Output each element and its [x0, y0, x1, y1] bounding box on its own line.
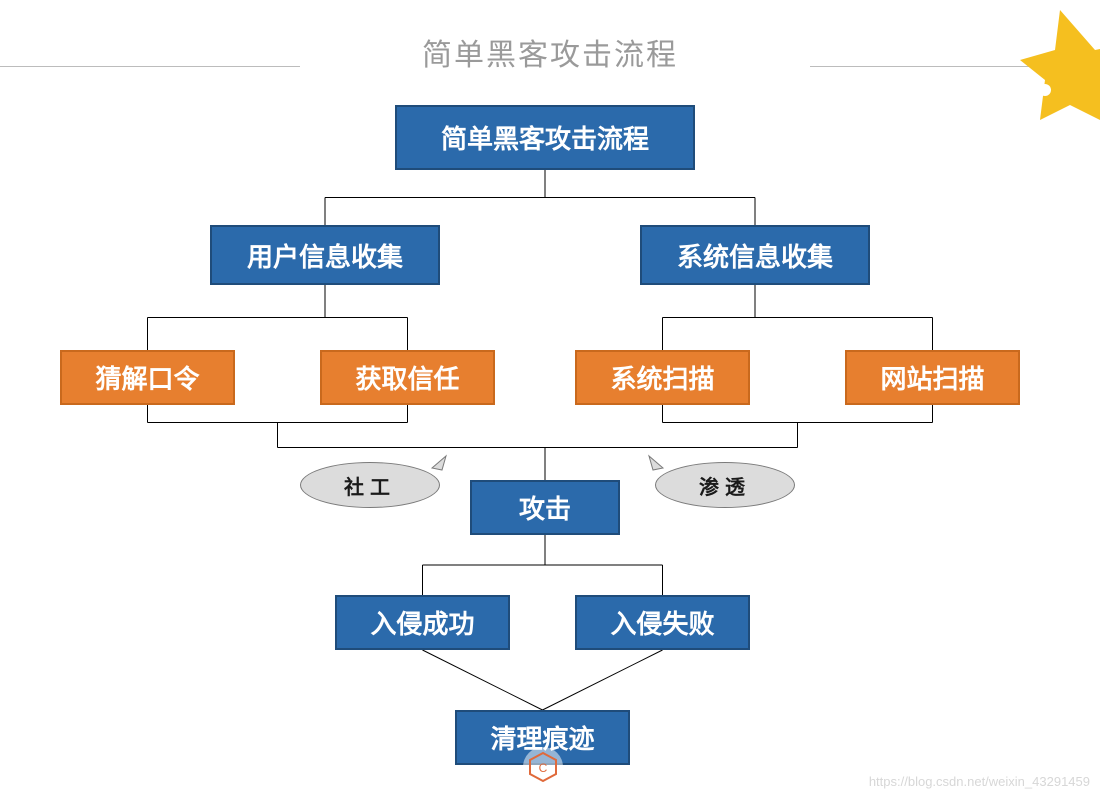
node-label: 入侵失败	[610, 604, 714, 641]
diagram-title: 简单黑客攻击流程	[0, 30, 1100, 74]
node-label: 系统信息收集	[677, 237, 833, 274]
node-intrusion-fail: 入侵失败	[575, 595, 750, 650]
node-get-trust: 获取信任	[320, 350, 495, 405]
node-label: 攻击	[519, 489, 571, 526]
csdn-badge-icon: C	[523, 747, 563, 787]
node-sys-info: 系统信息收集	[640, 225, 870, 285]
node-system-scan: 系统扫描	[575, 350, 750, 405]
node-label: 简单黑客攻击流程	[441, 119, 649, 156]
bubble-social-engineering: 社工	[300, 462, 440, 508]
node-label: 获取信任	[355, 359, 459, 396]
node-root: 简单黑客攻击流程	[395, 105, 695, 170]
watermark-text: https://blog.csdn.net/weixin_43291459	[869, 774, 1090, 789]
corner-decoration	[1000, 10, 1100, 130]
bubble-label: 社工	[344, 471, 396, 500]
node-user-info: 用户信息收集	[210, 225, 440, 285]
title-line-left	[0, 66, 300, 67]
node-attack: 攻击	[470, 480, 620, 535]
bubble-label: 渗透	[699, 471, 751, 500]
node-label: 入侵成功	[370, 604, 474, 641]
node-guess-password: 猜解口令	[60, 350, 235, 405]
node-label: 用户信息收集	[247, 237, 403, 274]
node-label: 猜解口令	[95, 359, 199, 396]
node-label: 系统扫描	[610, 359, 714, 396]
bubble-penetration: 渗透	[655, 462, 795, 508]
node-website-scan: 网站扫描	[845, 350, 1020, 405]
svg-text:C: C	[538, 761, 547, 775]
node-intrusion-success: 入侵成功	[335, 595, 510, 650]
node-label: 网站扫描	[880, 359, 984, 396]
